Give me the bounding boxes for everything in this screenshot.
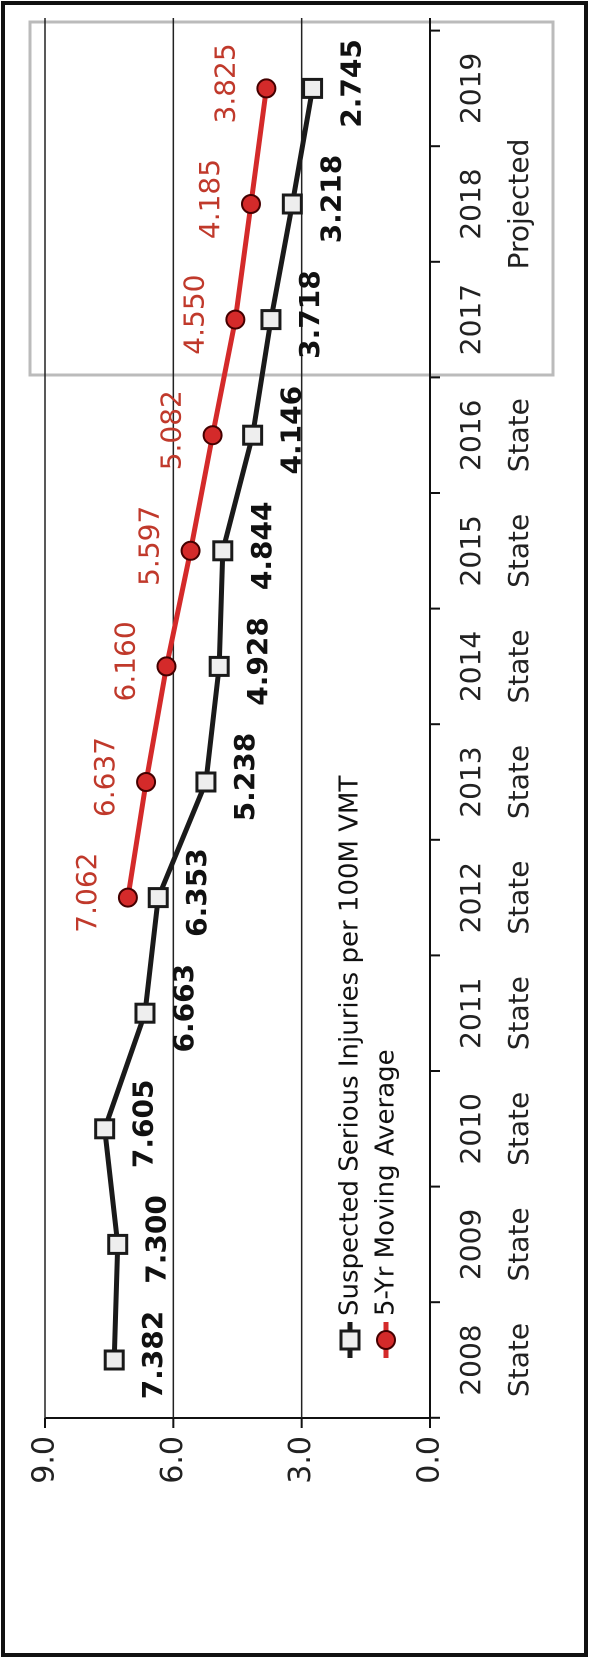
data-label: 6.160: [108, 621, 141, 701]
legend-label: 5-Yr Moving Average: [371, 1049, 401, 1316]
legend-label: Suspected Serious Injuries per 100M VMT: [335, 776, 365, 1316]
marker: [117, 887, 138, 908]
x-tick-label: 2009: [454, 1209, 487, 1280]
marker: [242, 424, 264, 446]
series-line: [125, 88, 269, 898]
x-tick-note: State: [502, 398, 535, 472]
data-label: 7.605: [127, 1080, 160, 1169]
data-label: 3.825: [208, 43, 241, 123]
marker: [103, 1349, 125, 1371]
data-label: 6.637: [88, 737, 121, 817]
x-tick-label: 2012: [454, 862, 487, 933]
marker: [134, 1002, 156, 1024]
data-label: 7.382: [136, 1311, 169, 1400]
data-label: 4.185: [193, 159, 226, 239]
x-tick-note: State: [502, 1092, 535, 1166]
marker: [107, 1233, 129, 1255]
data-label: 5.238: [228, 733, 261, 822]
marker: [208, 655, 230, 677]
x-tick-label: 2014: [454, 631, 487, 702]
data-label: 5.082: [155, 390, 188, 470]
x-tick-label: 2008: [454, 1324, 487, 1395]
x-tick-label: 2013: [454, 746, 487, 817]
data-label: 5.597: [133, 506, 166, 586]
y-tick-label: 9.0: [27, 1436, 62, 1484]
marker: [225, 309, 246, 330]
data-label: 4.844: [245, 502, 278, 591]
x-tick-note: State: [502, 1323, 535, 1397]
marker: [195, 771, 217, 793]
legend-marker: [376, 1330, 396, 1350]
data-label: 7.300: [140, 1195, 173, 1284]
marker: [147, 887, 169, 909]
marker: [256, 78, 277, 99]
x-tick-note: State: [502, 629, 535, 703]
marker: [281, 193, 303, 215]
data-label: 3.218: [314, 155, 347, 244]
marker: [180, 540, 201, 561]
marker: [260, 309, 282, 331]
marker: [240, 194, 261, 214]
marker: [212, 540, 234, 562]
x-tick-note: State: [502, 976, 535, 1050]
data-label: 3.718: [293, 270, 326, 359]
legend-marker: [339, 1329, 361, 1351]
x-tick-note: State: [502, 1207, 535, 1281]
data-label: 4.550: [177, 275, 210, 355]
series-line: [102, 87, 316, 1361]
x-tick-label: 2015: [454, 515, 487, 586]
y-tick-label: 6.0: [155, 1436, 190, 1484]
y-tick-label: 3.0: [283, 1436, 318, 1484]
x-tick-note: State: [502, 861, 535, 935]
marker: [156, 656, 177, 677]
data-label: 4.146: [275, 386, 308, 475]
y-tick-label: 0.0: [412, 1436, 447, 1484]
projected-box: [28, 20, 555, 377]
marker: [136, 772, 157, 792]
data-label: 6.353: [180, 848, 213, 937]
data-label: 6.663: [167, 964, 200, 1053]
marker: [202, 425, 223, 446]
x-tick-label: 2010: [454, 1093, 487, 1164]
legend-bg: [370, 1004, 402, 1364]
marker: [302, 77, 324, 99]
x-tick-label: 2011: [454, 978, 487, 1049]
x-tick-label: 2017: [454, 284, 487, 355]
data-label: 7.062: [70, 853, 103, 933]
plot-frame: 0.0 3.0 6.0 9.0 2008 State 2009 State 2010 State 2…: [27, 18, 555, 1484]
legend-bg: [334, 1004, 366, 1364]
data-label: 4.928: [241, 617, 274, 706]
marker: [94, 1118, 116, 1140]
x-tick-note: State: [502, 745, 535, 819]
x-tick-note: Projected: [502, 139, 535, 270]
data-label: 2.745: [335, 39, 368, 128]
x-tick-note: State: [502, 514, 535, 588]
x-tick-label: 2018: [454, 168, 487, 239]
x-tick-label: 2016: [454, 400, 487, 471]
x-tick-label: 2019: [454, 53, 487, 124]
